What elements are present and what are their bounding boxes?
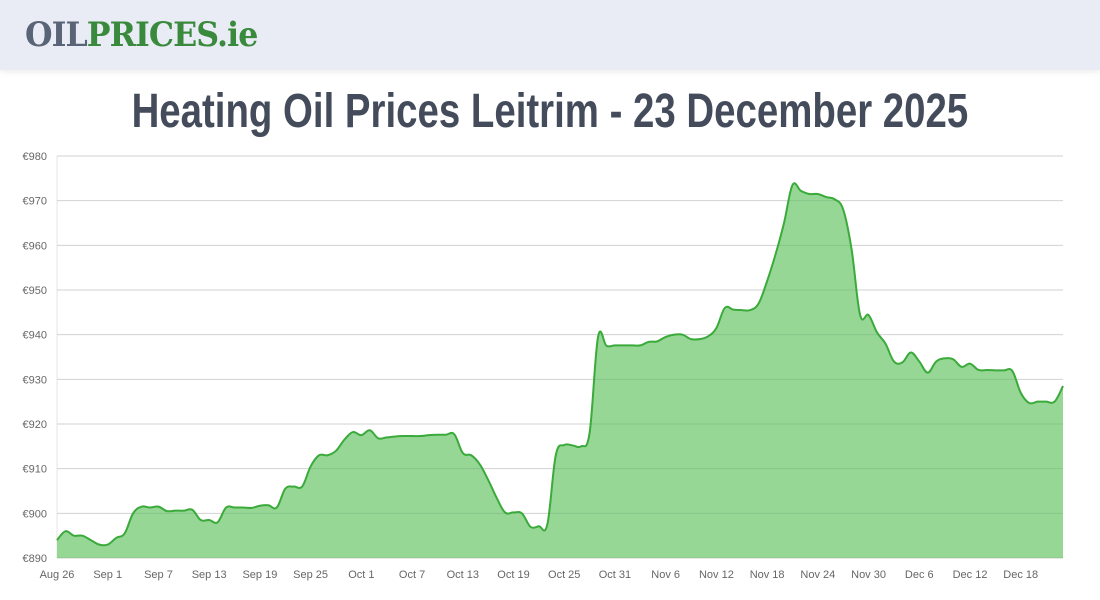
x-tick-label: Oct 7 <box>399 569 425 581</box>
site-header: OILPRICES.ie <box>0 0 1100 70</box>
y-tick-label: €940 <box>23 330 47 342</box>
x-tick-label: Sep 13 <box>192 569 227 581</box>
x-tick-label: Dec 6 <box>905 569 934 581</box>
y-tick-label: €960 <box>23 240 47 252</box>
y-tick-label: €980 <box>23 151 47 163</box>
site-logo[interactable]: OILPRICES.ie <box>25 15 258 55</box>
x-tick-label: Oct 31 <box>599 569 631 581</box>
y-tick-label: €900 <box>23 508 47 520</box>
x-tick-label: Oct 13 <box>447 569 479 581</box>
price-area-fill <box>57 183 1063 558</box>
x-tick-label: Nov 24 <box>800 569 835 581</box>
x-tick-label: Sep 19 <box>242 569 277 581</box>
x-tick-label: Oct 1 <box>348 569 374 581</box>
x-tick-label: Sep 25 <box>293 569 328 581</box>
y-tick-label: €970 <box>23 196 47 208</box>
page-title: Heating Oil Prices Leitrim - 23 December… <box>131 85 969 138</box>
x-tick-label: Nov 30 <box>851 569 886 581</box>
y-tick-label: €950 <box>23 285 47 297</box>
y-tick-label: €930 <box>23 374 47 386</box>
x-tick-label: Dec 18 <box>1003 569 1038 581</box>
x-tick-label: Nov 12 <box>699 569 734 581</box>
x-tick-label: Aug 26 <box>40 569 75 581</box>
y-tick-label: €920 <box>23 419 47 431</box>
x-tick-label: Dec 12 <box>953 569 988 581</box>
x-tick-label: Oct 19 <box>497 569 529 581</box>
x-tick-label: Sep 1 <box>93 569 122 581</box>
x-tick-label: Nov 6 <box>651 569 680 581</box>
x-tick-label: Sep 7 <box>144 569 173 581</box>
price-line <box>56 182 1064 547</box>
x-tick-label: Nov 18 <box>750 569 785 581</box>
x-tick-label: Oct 25 <box>548 569 580 581</box>
y-tick-label: €910 <box>23 464 47 476</box>
y-tick-label: €890 <box>23 553 47 565</box>
